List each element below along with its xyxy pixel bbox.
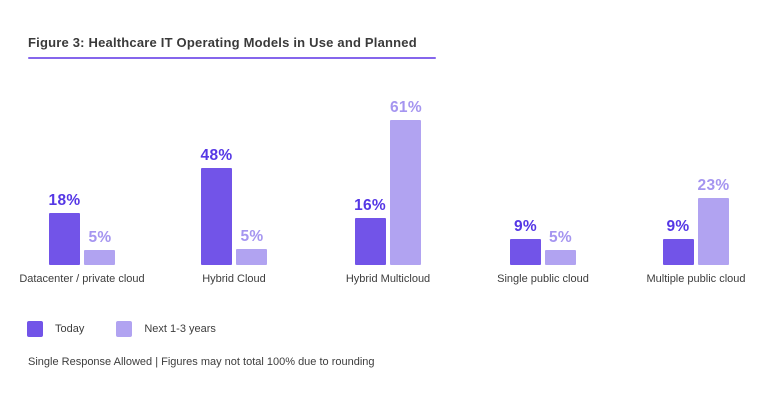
next-bar-column: 23%	[698, 177, 730, 265]
today-bar-column: 16%	[354, 197, 386, 265]
today-value-label: 9%	[513, 218, 537, 235]
today-bar	[510, 239, 541, 265]
next-value-label: 5%	[548, 229, 572, 246]
legend-label-today: Today	[55, 323, 85, 335]
today-bar	[354, 218, 386, 265]
today-bar-column: 9%	[662, 218, 694, 265]
today-value-label: 18%	[48, 192, 81, 209]
category-label: Hybrid Cloud	[202, 273, 266, 285]
footnote: Single Response Allowed | Figures may no…	[28, 356, 375, 368]
next-bar	[236, 249, 268, 265]
legend-swatch-today	[27, 321, 43, 337]
next-value-label: 61%	[390, 99, 422, 116]
today-bar	[49, 213, 80, 265]
bar-pair: 9% 23%	[662, 93, 730, 265]
legend-item-today: Today	[27, 321, 84, 337]
next-bar-column: 61%	[390, 99, 422, 265]
bar-pair: 48% 5%	[201, 93, 268, 265]
next-value-label: 5%	[88, 229, 112, 246]
category-label: Hybrid Multicloud	[345, 273, 431, 285]
today-bar-column: 48%	[201, 147, 233, 265]
next-value-label: 5%	[240, 228, 264, 245]
category-label: Datacenter / private cloud	[19, 273, 145, 285]
category-label: Multiple public cloud	[646, 273, 746, 285]
today-bar	[662, 239, 694, 265]
next-bar	[84, 250, 116, 265]
bar-group: 16% 61% Hybrid Multicloud	[308, 93, 468, 285]
bar-group: 9% 5% Single public cloud	[463, 93, 623, 285]
next-bar-column: 5%	[84, 229, 116, 265]
today-value-label: 16%	[354, 197, 386, 214]
next-bar-column: 5%	[236, 228, 268, 265]
bar-pair: 18% 5%	[49, 93, 116, 265]
today-value-label: 9%	[666, 218, 690, 235]
next-bar	[698, 198, 729, 265]
bar-pair: 16% 61%	[354, 93, 422, 265]
today-bar	[201, 168, 232, 265]
bar-group: 9% 23% Multiple public cloud	[616, 93, 768, 285]
figure-title: Figure 3: Healthcare IT Operating Models…	[28, 35, 417, 50]
legend-label-next: Next 1-3 years	[144, 323, 216, 335]
today-value-label: 48%	[200, 147, 233, 164]
today-bar-column: 18%	[49, 192, 81, 265]
next-value-label: 23%	[697, 177, 730, 194]
legend-swatch-next	[116, 321, 133, 337]
title-underline	[28, 57, 436, 59]
legend: Today Next 1-3 years	[27, 321, 216, 337]
next-bar	[390, 120, 422, 265]
bar-pair: 9% 5%	[510, 93, 576, 265]
next-bar-column: 5%	[545, 229, 576, 265]
legend-item-next: Next 1-3 years	[116, 321, 216, 337]
bar-group: 48% 5% Hybrid Cloud	[154, 93, 314, 285]
category-label: Single public cloud	[497, 273, 589, 285]
today-bar-column: 9%	[510, 218, 541, 265]
bar-group: 18% 5% Datacenter / private cloud	[2, 93, 162, 285]
next-bar	[545, 250, 576, 265]
